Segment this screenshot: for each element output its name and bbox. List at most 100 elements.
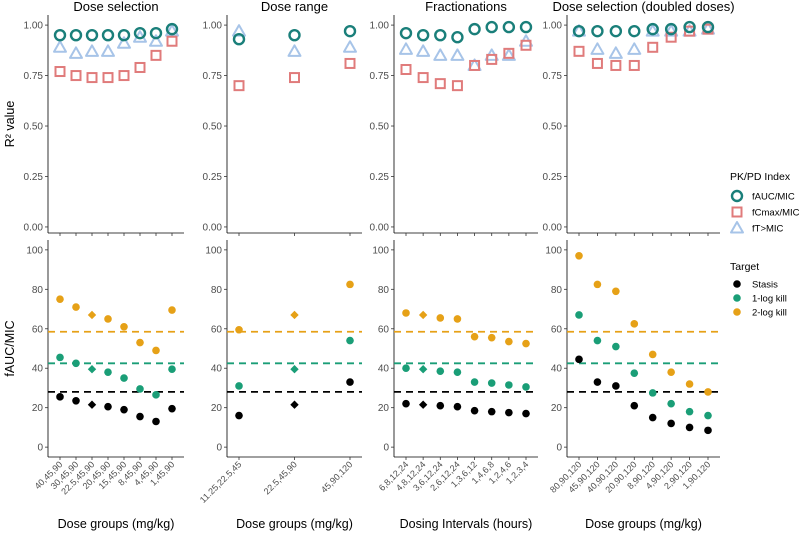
legends: PK/PD Index fAUC/MIC fCmax/MIC fT>MIC Target… bbox=[730, 171, 800, 319]
point-1-log-kill bbox=[87, 365, 97, 374]
point-r2-fauc-mic bbox=[434, 28, 447, 42]
point-r2-ft-mic bbox=[165, 24, 179, 37]
point-2-log-kill bbox=[487, 333, 496, 342]
y-tick-label: 60 bbox=[32, 324, 44, 335]
point-r2-fcmax-mic bbox=[400, 64, 412, 75]
point-stasis bbox=[648, 413, 657, 422]
point-2-log-kill bbox=[648, 350, 657, 359]
point-stasis bbox=[470, 406, 479, 415]
point-stasis bbox=[630, 401, 639, 410]
panel-title-dose-selection-doubled-doses: Dose selection (doubled doses) bbox=[552, 0, 734, 14]
point-r2-fcmax-mic bbox=[70, 70, 82, 82]
point-r2-ft-mic bbox=[608, 46, 623, 59]
y-tick-label: 20 bbox=[32, 403, 44, 414]
point-1-log-kill bbox=[685, 407, 694, 416]
point-r2-fauc-mic bbox=[451, 31, 464, 44]
data-points bbox=[53, 20, 715, 435]
point-r2-fauc-mic bbox=[646, 22, 659, 36]
y-tick-label: 0.25 bbox=[543, 172, 563, 183]
y-tick-label: 0.50 bbox=[24, 122, 44, 133]
x-axis-title: Dose groups (mg/kg) bbox=[585, 517, 702, 531]
point-1-log-kill bbox=[290, 365, 299, 374]
point-r2-fauc-mic bbox=[85, 28, 99, 42]
point-r2-fcmax-mic bbox=[610, 59, 622, 71]
panel-title-dose-selection: Dose selection bbox=[73, 0, 158, 14]
point-r2-fcmax-mic bbox=[486, 53, 498, 65]
y-tick-label: 20 bbox=[211, 403, 223, 414]
y-tick-label: 1.00 bbox=[24, 21, 44, 32]
reference-lines bbox=[48, 330, 720, 393]
point-2-log-kill bbox=[168, 306, 176, 314]
point-stasis bbox=[612, 382, 620, 390]
point-2-log-kill bbox=[402, 309, 410, 317]
point-2-log-kill bbox=[612, 287, 620, 296]
legend-key-stasis bbox=[733, 280, 741, 288]
point-stasis bbox=[72, 396, 80, 405]
point-stasis bbox=[685, 423, 694, 432]
point-1-log-kill bbox=[120, 374, 128, 382]
y-tick-label: 1.00 bbox=[543, 21, 563, 32]
y-axis-title-r2: R² value bbox=[3, 101, 17, 148]
point-r2-fauc-mic bbox=[609, 24, 623, 38]
point-r2-fauc-mic bbox=[117, 28, 131, 42]
point-2-log-kill bbox=[72, 303, 80, 311]
y-tick-label: 0.75 bbox=[543, 71, 563, 82]
point-r2-fcmax-mic bbox=[503, 47, 515, 59]
point-r2-ft-mic bbox=[590, 42, 605, 55]
point-r2-fcmax-mic bbox=[591, 57, 603, 69]
y-tick-label: 0.25 bbox=[203, 172, 223, 183]
y-tick-label: 1.00 bbox=[370, 21, 390, 32]
point-1-log-kill bbox=[575, 311, 583, 319]
point-r2-fcmax-mic bbox=[166, 35, 178, 47]
panel-title-fractionations: Fractionations bbox=[425, 0, 507, 14]
point-2-log-kill bbox=[290, 310, 299, 320]
y-tick-label: 80 bbox=[378, 285, 390, 296]
point-r2-fcmax-mic bbox=[134, 61, 146, 73]
point-r2-fauc-mic bbox=[399, 26, 413, 40]
point-1-log-kill bbox=[612, 342, 620, 351]
point-r2-fcmax-mic bbox=[665, 31, 677, 43]
point-r2-ft-mic bbox=[501, 48, 516, 61]
legend-key-2-log-kill bbox=[733, 308, 741, 316]
point-1-log-kill bbox=[104, 368, 112, 376]
y-tick-label: 20 bbox=[551, 403, 563, 414]
y-tick-label: 0.50 bbox=[543, 122, 563, 133]
y-tick-label: 0.00 bbox=[24, 222, 44, 233]
y-tick-label: 100 bbox=[372, 245, 389, 256]
y-tick-label: 0.50 bbox=[370, 122, 390, 133]
point-stasis bbox=[667, 419, 675, 428]
point-stasis bbox=[168, 404, 176, 413]
x-tick-label: 22.5,45,90 bbox=[262, 459, 299, 496]
point-r2-fauc-mic bbox=[701, 20, 715, 34]
x-axis-title: Dosing Intervals (hours) bbox=[400, 517, 533, 531]
point-r2-fauc-mic bbox=[485, 20, 498, 34]
point-2-log-kill bbox=[505, 337, 513, 346]
legend-label-ft-mic: fT>MIC bbox=[752, 224, 784, 235]
point-2-log-kill bbox=[685, 380, 694, 388]
point-r2-fauc-mic bbox=[149, 26, 163, 40]
point-stasis bbox=[505, 408, 513, 417]
legend-key-fcmax-mic bbox=[731, 206, 743, 218]
legend-key-ft-mic bbox=[730, 221, 744, 234]
y-tick-label: 100 bbox=[545, 245, 562, 256]
point-r2-fauc-mic bbox=[232, 33, 246, 46]
point-r2-fcmax-mic bbox=[451, 80, 463, 92]
y-tick-label: 0.75 bbox=[24, 71, 44, 82]
point-r2-fcmax-mic bbox=[647, 41, 659, 53]
x-axis-title: Dose groups (mg/kg) bbox=[58, 517, 175, 531]
point-1-log-kill bbox=[56, 353, 64, 362]
legend-key-1-log-kill bbox=[733, 294, 741, 302]
point-stasis bbox=[152, 417, 160, 426]
y-tick-label: 100 bbox=[26, 245, 43, 256]
point-r2-fcmax-mic bbox=[86, 72, 98, 84]
point-2-log-kill bbox=[575, 251, 583, 260]
point-stasis bbox=[235, 411, 243, 420]
point-r2-fcmax-mic bbox=[118, 70, 130, 82]
point-r2-ft-mic bbox=[664, 24, 679, 37]
point-1-log-kill bbox=[667, 399, 675, 408]
point-r2-fauc-mic bbox=[343, 24, 357, 38]
point-r2-fauc-mic bbox=[502, 20, 516, 34]
y-tick-label: 0.00 bbox=[543, 222, 563, 233]
y-tick-label: 80 bbox=[211, 285, 223, 296]
point-r2-fauc-mic bbox=[416, 28, 430, 42]
